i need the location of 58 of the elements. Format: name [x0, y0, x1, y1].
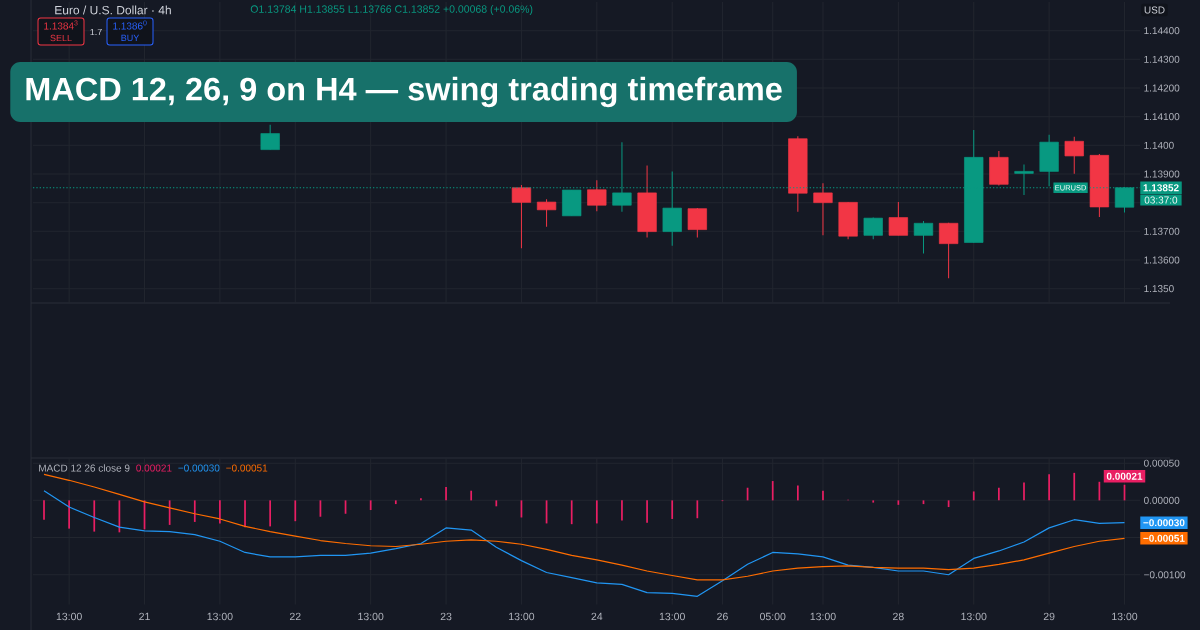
x-tick-label: 13:00: [1112, 612, 1138, 621]
annotation: 1.1386$^{0}$: [113, 20, 147, 30]
y-tick-label: 1.14100: [1144, 113, 1180, 121]
y-tick-label: 1.14200: [1144, 84, 1180, 92]
y-tick-label: 1.1400: [1144, 141, 1174, 149]
x-tick-label: 23: [440, 612, 452, 621]
candlestick: [863, 217, 883, 240]
y-tick-label: 1.13700: [1144, 227, 1180, 235]
annotation: −0.00051: [226, 464, 268, 472]
annotation: 1.1384$^{3}$: [44, 20, 78, 30]
x-tick-label: 21: [139, 612, 150, 621]
candlestick: [587, 179, 607, 212]
line-series: [43, 490, 1126, 597]
y-tick-label: 1.14400: [1144, 27, 1180, 35]
text: 03:37:0: [1144, 196, 1178, 204]
x-tick-label: 13:00: [659, 612, 685, 621]
candlestick: [1064, 136, 1084, 175]
y-tick-label: −0.00100: [1144, 571, 1186, 579]
candlestick: [888, 201, 908, 236]
y-tick-label: 1.13900: [1144, 170, 1180, 178]
y-tick-label: 1.14300: [1144, 55, 1180, 63]
data-label: 0.00021: [1106, 472, 1143, 480]
x-tick-label: 22: [289, 612, 301, 621]
x-tick-label: 13:00: [810, 612, 836, 621]
y-tick-label: 1.1350: [1144, 285, 1174, 293]
candlestick: [687, 207, 707, 239]
x-tick-label: 13:00: [961, 612, 987, 621]
y-axis-title: USD: [1144, 6, 1165, 14]
candlestick: [511, 184, 532, 249]
data-label: −0.00051: [1143, 534, 1185, 542]
y-tick-label: 1.13600: [1144, 256, 1180, 264]
candlestick: [260, 124, 280, 151]
x-tick-label: 13:00: [207, 612, 233, 621]
y-tick-label: 0.00050: [1144, 459, 1180, 467]
annotation: −0.00030: [178, 464, 220, 472]
annotation: 1.7: [90, 28, 102, 36]
x-tick-label: 26: [717, 612, 728, 621]
x-tick-label: 13:00: [509, 612, 535, 621]
annotation: SELL: [50, 34, 72, 42]
data-label: −0.00030: [1143, 519, 1185, 527]
y-tick-label: 0.00000: [1144, 496, 1180, 504]
text: 1.13852: [1143, 184, 1179, 192]
annotation: 0.00021: [136, 464, 172, 472]
candlestick: [536, 198, 557, 228]
candlestick: [938, 222, 959, 279]
x-tick-label: 05:00: [759, 612, 786, 621]
text: MACD 12 26 close 9: [39, 464, 130, 472]
chart-subtitle: Euro / U.S. Dollar · 4h: [55, 5, 171, 15]
annotation: BUY: [121, 34, 140, 42]
candlestick: [913, 220, 934, 254]
x-tick-label: 24: [591, 612, 603, 621]
text: MACD 12, 26, 9 on H4 — swing trading timeframe: [26, 76, 782, 108]
candlestick: [813, 182, 833, 236]
x-tick-label: 13:00: [56, 612, 82, 621]
x-tick-label: 28: [893, 612, 904, 621]
annotation: O1.13784 H1.13855 L1.13766 C1.13852 +0.00068 (+0.06%): [250, 5, 533, 15]
x-tick-label: 13:00: [358, 612, 384, 621]
x-tick-label: 29: [1043, 612, 1055, 621]
